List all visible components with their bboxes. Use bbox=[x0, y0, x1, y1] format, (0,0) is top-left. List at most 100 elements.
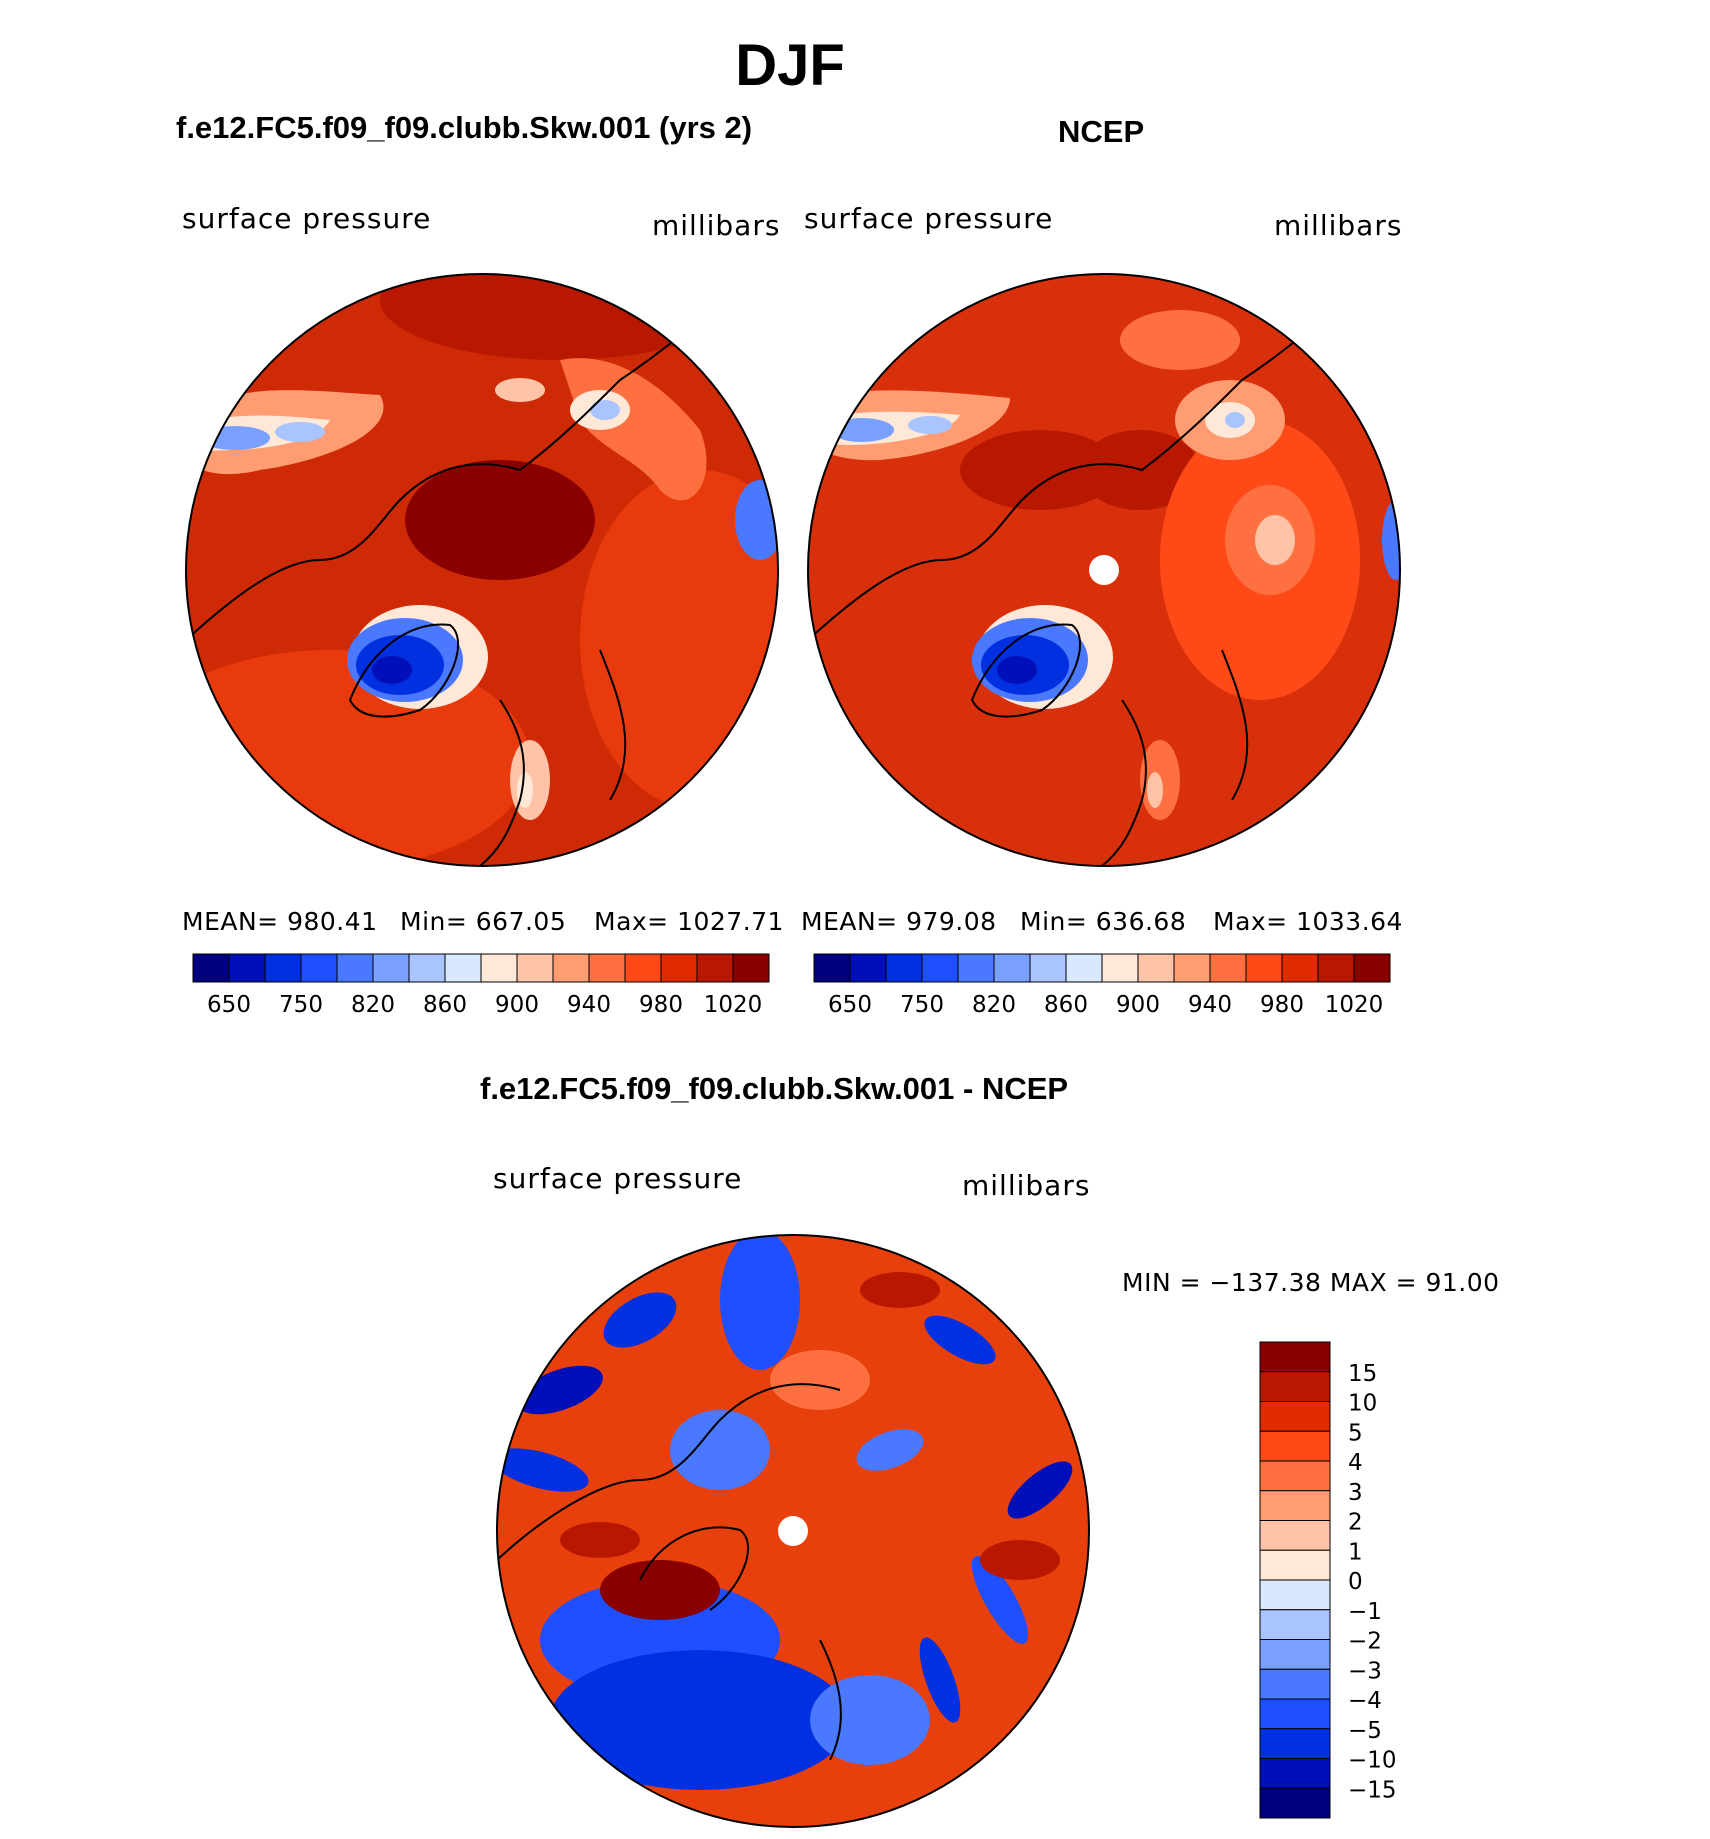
obs-colorbar: 650 750 820 860 900 940 980 1020 bbox=[813, 953, 1391, 1018]
obs-colorbar-tick-label: 820 bbox=[972, 992, 1016, 1018]
diff-polar-map bbox=[497, 1235, 1089, 1827]
diff-colorbar-tick-label: 0 bbox=[1348, 1569, 1363, 1595]
obs-field-label: surface pressure bbox=[804, 202, 1054, 235]
diff-colorbar-tick-label: −10 bbox=[1348, 1748, 1397, 1774]
obs-colorbar-swatch bbox=[1101, 953, 1139, 983]
model-colorbar-swatch bbox=[372, 953, 410, 983]
model-colorbar-tick-label: 1020 bbox=[704, 992, 763, 1018]
diff-colorbar-swatch bbox=[1259, 1520, 1331, 1551]
diff-colorbar-swatch bbox=[1259, 1430, 1331, 1462]
model-units-label: millibars bbox=[652, 209, 781, 242]
obs-colorbar-swatch bbox=[849, 953, 887, 983]
diff-colorbar-swatch bbox=[1259, 1668, 1331, 1700]
model-colorbar-swatch bbox=[516, 953, 554, 983]
obs-colorbar-swatch bbox=[1029, 953, 1067, 983]
page-title: DJF bbox=[735, 33, 845, 98]
diff-units-label: millibars bbox=[962, 1169, 1091, 1202]
obs-mean: MEAN= 979.08 bbox=[801, 907, 997, 936]
model-colorbar-swatch bbox=[588, 953, 626, 983]
diff-colorbar-swatch bbox=[1259, 1490, 1331, 1521]
model-mean: MEAN= 980.41 bbox=[182, 907, 378, 936]
obs-colorbar-tick-label: 860 bbox=[1044, 992, 1088, 1018]
diff-colorbar-swatch bbox=[1259, 1758, 1331, 1789]
model-colorbar-swatch bbox=[336, 953, 374, 983]
diff-colorbar-swatch bbox=[1259, 1460, 1331, 1492]
obs-colorbar-tick-label: 1020 bbox=[1325, 992, 1384, 1018]
model-colorbar-swatch bbox=[480, 953, 518, 983]
model-colorbar-swatch bbox=[408, 953, 446, 983]
obs-colorbar-swatch bbox=[957, 953, 995, 983]
model-colorbar-swatch bbox=[552, 953, 590, 983]
obs-units-label: millibars bbox=[1274, 209, 1403, 242]
diff-colorbar-tick-label: −15 bbox=[1348, 1777, 1397, 1803]
obs-colorbar-swatch bbox=[1137, 953, 1175, 983]
diff-pole-hole bbox=[778, 1516, 808, 1546]
model-colorbar-swatch bbox=[732, 953, 770, 983]
diff-colorbar-tick-label: 1 bbox=[1348, 1539, 1363, 1565]
obs-colorbar-swatch bbox=[1209, 953, 1247, 983]
diff-colorbar-tick-label: −3 bbox=[1348, 1658, 1382, 1684]
obs-pole-hole bbox=[1089, 555, 1119, 585]
diff-colorbar-swatch bbox=[1259, 1579, 1331, 1611]
diff-case-title: f.e12.FC5.f09_f09.clubb.Skw.001 - NCEP bbox=[480, 1071, 1069, 1106]
diff-colorbar-swatch bbox=[1259, 1371, 1331, 1402]
obs-colorbar-swatch bbox=[1281, 953, 1319, 983]
obs-colorbar-swatch bbox=[1173, 953, 1211, 983]
diff-map-border bbox=[496, 1234, 1090, 1828]
diff-colorbar-tick-label: 4 bbox=[1348, 1450, 1363, 1476]
obs-colorbar-swatch bbox=[1065, 953, 1103, 983]
model-colorbar: 650 750 820 860 900 940 980 1020 bbox=[192, 953, 770, 1018]
diff-minmax: MIN = −137.38 MAX = 91.00 bbox=[1122, 1268, 1500, 1297]
diff-colorbar-tick-label: 10 bbox=[1348, 1391, 1377, 1417]
diff-colorbar-swatch bbox=[1259, 1787, 1331, 1819]
model-polar-map bbox=[186, 274, 778, 866]
obs-case-title: NCEP bbox=[1058, 114, 1145, 149]
model-colorbar-swatch bbox=[624, 953, 662, 983]
diff-colorbar-tick-label: 3 bbox=[1348, 1480, 1363, 1506]
obs-colorbar-tick-label: 940 bbox=[1188, 992, 1232, 1018]
obs-colorbar-tick-label: 900 bbox=[1116, 992, 1160, 1018]
model-colorbar-swatch bbox=[660, 953, 698, 983]
diff-colorbar-tick-label: −2 bbox=[1348, 1629, 1382, 1655]
diff-colorbar-tick-label: −1 bbox=[1348, 1599, 1382, 1625]
model-case-title: f.e12.FC5.f09_f09.clubb.Skw.001 (yrs 2) bbox=[176, 110, 753, 145]
obs-colorbar-swatch bbox=[1353, 953, 1391, 983]
obs-colorbar-swatch bbox=[1317, 953, 1355, 983]
obs-colorbar-swatch bbox=[885, 953, 923, 983]
diff-colorbar-swatch bbox=[1259, 1639, 1331, 1670]
diff-colorbar-swatch bbox=[1259, 1698, 1331, 1730]
model-colorbar-swatch bbox=[300, 953, 338, 983]
model-colorbar-tick-label: 900 bbox=[495, 992, 539, 1018]
diff-colorbar-swatch bbox=[1259, 1549, 1331, 1581]
obs-max: Max= 1033.64 bbox=[1213, 907, 1403, 936]
obs-colorbar-swatch bbox=[921, 953, 959, 983]
obs-colorbar-swatch bbox=[993, 953, 1031, 983]
model-colorbar-swatch bbox=[444, 953, 482, 983]
diff-colorbar-swatch bbox=[1259, 1609, 1331, 1640]
model-colorbar-swatch bbox=[192, 953, 230, 983]
model-colorbar-tick-label: 650 bbox=[207, 992, 251, 1018]
obs-map-border bbox=[807, 273, 1401, 867]
diff-colorbar-tick-label: 5 bbox=[1348, 1420, 1363, 1446]
diff-colorbar-tick-label: −5 bbox=[1348, 1718, 1382, 1744]
obs-colorbar-tick-label: 750 bbox=[900, 992, 944, 1018]
diff-colorbar-tick-label: −4 bbox=[1348, 1688, 1382, 1714]
obs-colorbar-swatch bbox=[1245, 953, 1283, 983]
model-colorbar-swatch bbox=[264, 953, 302, 983]
diff-colorbar-swatch bbox=[1259, 1401, 1331, 1432]
diff-colorbar-tick-label: 2 bbox=[1348, 1510, 1363, 1536]
diff-field-label: surface pressure bbox=[493, 1162, 743, 1195]
diff-colorbar-swatch bbox=[1259, 1728, 1331, 1759]
model-colorbar-swatch bbox=[696, 953, 734, 983]
model-min: Min= 667.05 bbox=[400, 907, 567, 936]
obs-min: Min= 636.68 bbox=[1020, 907, 1187, 936]
model-map-border bbox=[185, 273, 779, 867]
model-colorbar-tick-label: 940 bbox=[567, 992, 611, 1018]
model-field-label: surface pressure bbox=[182, 202, 432, 235]
model-colorbar-tick-label: 820 bbox=[351, 992, 395, 1018]
obs-colorbar-tick-label: 650 bbox=[828, 992, 872, 1018]
obs-colorbar-tick-label: 980 bbox=[1260, 992, 1304, 1018]
model-colorbar-tick-label: 980 bbox=[639, 992, 683, 1018]
